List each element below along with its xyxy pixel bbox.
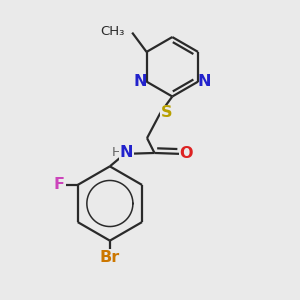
Text: H: H xyxy=(112,146,122,159)
Text: Br: Br xyxy=(100,250,120,265)
Text: CH₃: CH₃ xyxy=(100,25,125,38)
Text: N: N xyxy=(133,74,147,89)
Text: O: O xyxy=(179,146,193,161)
Text: F: F xyxy=(54,177,65,192)
Text: N: N xyxy=(198,74,211,89)
Text: S: S xyxy=(161,105,173,120)
Text: N: N xyxy=(119,145,133,160)
